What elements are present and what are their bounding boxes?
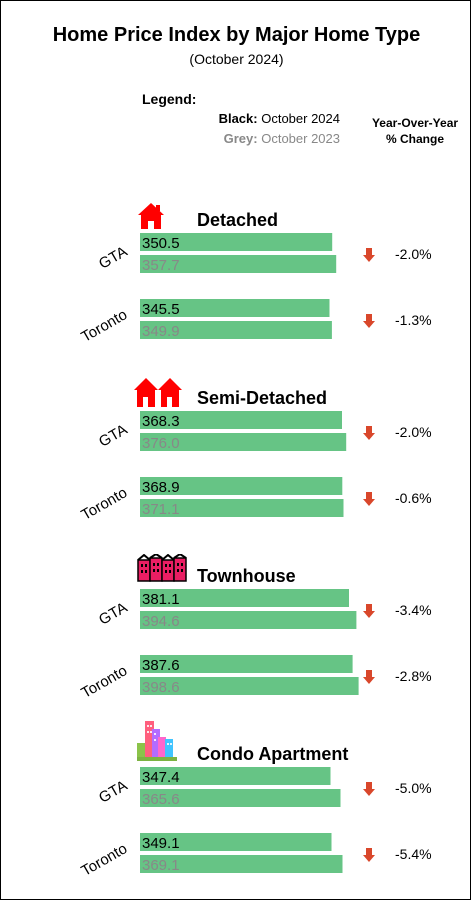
down-arrow-icon <box>363 314 375 328</box>
down-arrow-icon <box>363 604 375 618</box>
bar-label-prior-detached-toronto: 349.9 <box>142 323 180 340</box>
bar-current-condo-gta <box>140 767 331 785</box>
yoy-change-condo-toronto: -5.4% <box>395 846 432 862</box>
bar-current-condo-toronto <box>140 833 332 851</box>
bar-label-prior-semi-detached-gta: 376.0 <box>142 435 180 452</box>
townhouse-icon <box>137 554 187 582</box>
bar-label-current-townhouse-toronto: 387.6 <box>142 657 180 674</box>
legend-black-key: Black: <box>218 111 258 126</box>
bar-prior-condo-gta <box>140 789 341 807</box>
down-arrow-icon <box>363 848 375 862</box>
bar-label-current-semi-detached-gta: 368.3 <box>142 413 180 430</box>
legend-heading: Legend: <box>142 91 197 107</box>
bar-label-current-detached-toronto: 345.5 <box>142 301 180 318</box>
down-arrow-icon <box>363 426 375 440</box>
legend-grey-key: Grey: <box>223 131 258 146</box>
yoy-header-line1: Year-Over-Year <box>371 116 459 130</box>
section-title-detached: Detached <box>197 210 279 230</box>
condo-icon <box>137 721 177 761</box>
bar-current-semi-detached-gta <box>140 411 342 429</box>
bar-label-current-condo-toronto: 349.1 <box>142 835 180 852</box>
section-title-semi-detached: Semi-Detached <box>197 388 328 408</box>
bar-prior-semi-detached-gta <box>140 433 347 451</box>
legend-black-value: October 2024 <box>261 111 340 126</box>
semi-detached-icon <box>134 378 182 407</box>
yoy-change-detached-gta: -2.0% <box>395 246 432 262</box>
yoy-change-townhouse-toronto: -2.8% <box>395 668 432 684</box>
legend-grey: Grey: October 2023 <box>151 131 340 146</box>
down-arrow-icon <box>363 782 375 796</box>
bar-prior-condo-toronto <box>140 855 343 873</box>
bar-prior-townhouse-gta <box>140 611 357 629</box>
yoy-header-line2: % Change <box>385 132 444 146</box>
yoy-change-semi-detached-toronto: -0.6% <box>395 490 432 506</box>
house-icon <box>138 203 164 229</box>
bar-label-prior-semi-detached-toronto: 371.1 <box>142 501 180 518</box>
bar-label-current-semi-detached-toronto: 368.9 <box>142 479 180 496</box>
bar-label-prior-detached-gta: 357.7 <box>142 257 180 274</box>
bar-prior-semi-detached-toronto <box>140 499 344 517</box>
chart-title: Home Price Index by Major Home Type <box>52 24 421 46</box>
bar-label-prior-condo-gta: 365.6 <box>142 791 180 808</box>
bar-prior-townhouse-toronto <box>140 677 359 695</box>
down-arrow-icon <box>363 492 375 506</box>
bar-label-prior-townhouse-toronto: 398.6 <box>142 679 180 696</box>
section-title-condo: Condo Apartment <box>197 744 349 764</box>
bar-label-current-detached-gta: 350.5 <box>142 235 180 252</box>
bar-label-current-townhouse-gta: 381.1 <box>142 591 180 608</box>
down-arrow-icon <box>363 248 375 262</box>
bar-label-prior-townhouse-gta: 394.6 <box>142 613 180 630</box>
bar-current-semi-detached-toronto <box>140 477 343 495</box>
yoy-change-semi-detached-gta: -2.0% <box>395 424 432 440</box>
bar-current-detached-gta <box>140 233 333 251</box>
yoy-change-detached-toronto: -1.3% <box>395 312 432 328</box>
yoy-header: Year-Over-Year % Change <box>361 115 469 147</box>
bar-prior-detached-gta <box>140 255 337 273</box>
down-arrow-icon <box>363 670 375 684</box>
yoy-change-townhouse-gta: -3.4% <box>395 602 432 618</box>
yoy-change-condo-gta: -5.0% <box>395 780 432 796</box>
legend-black: Black: October 2024 <box>151 111 340 126</box>
bar-label-prior-condo-toronto: 369.1 <box>142 857 180 874</box>
bar-label-current-condo-gta: 347.4 <box>142 769 180 786</box>
bar-current-detached-toronto <box>140 299 330 317</box>
chart-subtitle: (October 2024) <box>189 51 284 67</box>
bar-current-townhouse-gta <box>140 589 349 607</box>
bar-current-townhouse-toronto <box>140 655 353 673</box>
section-title-townhouse: Townhouse <box>197 566 296 586</box>
bar-prior-detached-toronto <box>140 321 332 339</box>
legend-grey-value: October 2023 <box>261 131 340 146</box>
